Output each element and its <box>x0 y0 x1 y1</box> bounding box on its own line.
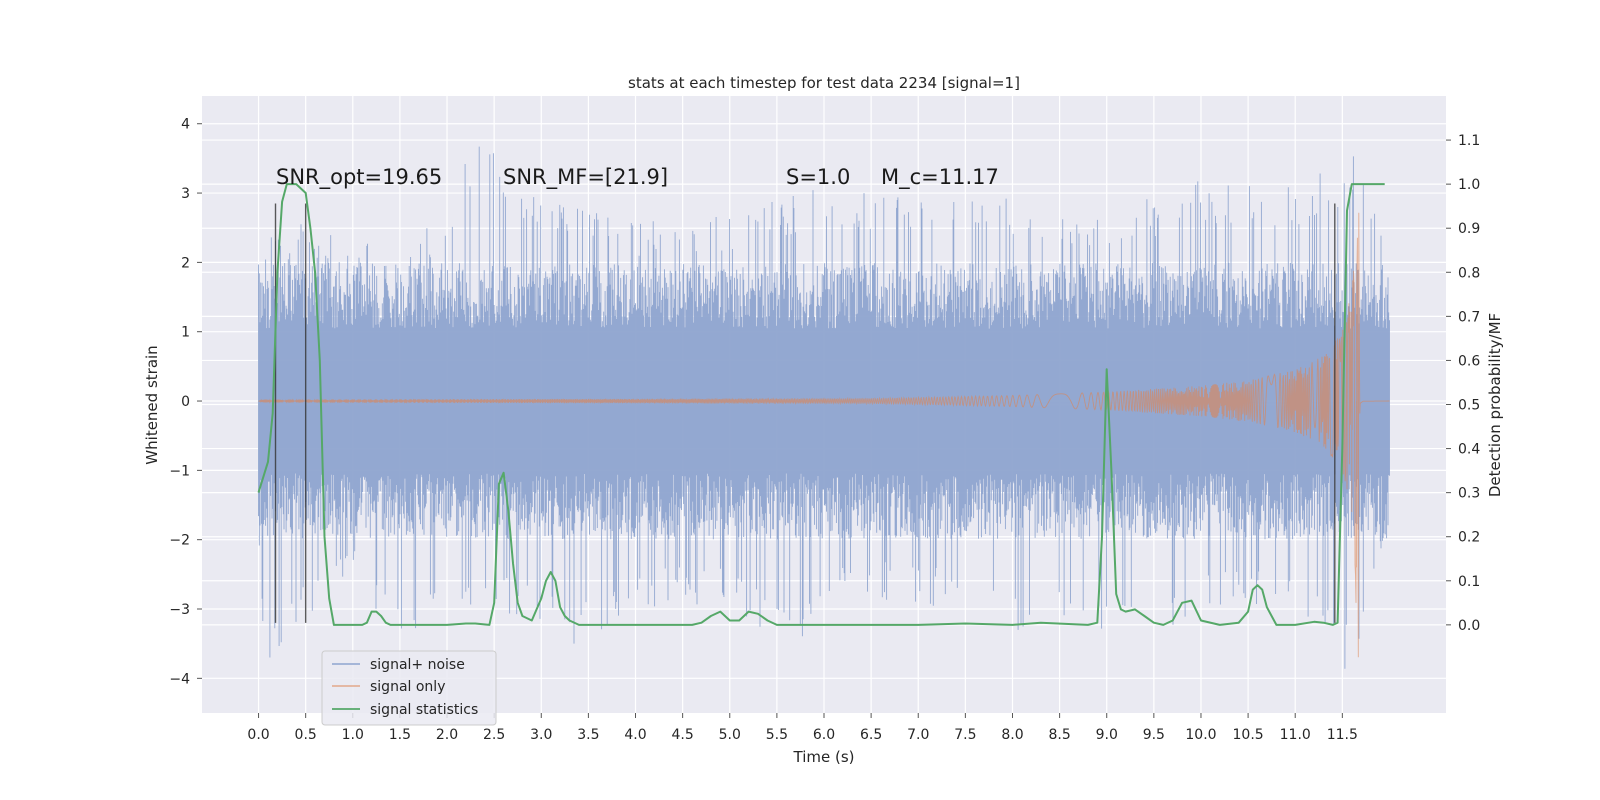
x-axis-label: Time (s) <box>793 748 855 766</box>
y-axis-label-left: Whitened strain <box>143 345 161 464</box>
x-axis-ticks: 0.0 0.5 1.0 1.5 2.0 2.5 3.0 3.5 4.0 4.5 5.0 5.5 6.0 6… <box>247 713 1358 743</box>
y-tick-label-left: −3 <box>169 602 190 618</box>
legend-box <box>321 650 497 726</box>
y-tick-label-right: 0.4 <box>1458 442 1480 458</box>
y-tick-label-left: −1 <box>169 463 190 479</box>
y-tick-label-left: −2 <box>169 533 190 549</box>
y-tick-label-right: 0.3 <box>1458 486 1480 502</box>
y-tick-label-left: −4 <box>169 671 190 687</box>
x-tick-label: 1.5 <box>389 727 411 743</box>
x-tick-label: 1.0 <box>342 727 364 743</box>
y-tick-label-right: 0.6 <box>1458 353 1480 369</box>
annotation-snr-mf: SNR_MF=[21.9] <box>503 165 668 190</box>
annotation-mc: M_c=11.17 <box>881 165 999 190</box>
x-tick-label: 3.5 <box>577 727 599 743</box>
y-axis-ticks-right: 1.1 1.0 0.9 0.8 0.7 0.6 0.5 0.4 0.3 0.2 0.1 0.0 <box>1446 133 1480 634</box>
y-tick-label-right: 1.1 <box>1458 133 1480 149</box>
x-tick-label: 3.0 <box>530 727 552 743</box>
y-tick-label-right: 0.8 <box>1458 265 1480 281</box>
y-tick-label-right: 0.5 <box>1458 398 1480 414</box>
y-tick-label-right: 0.2 <box>1458 530 1480 546</box>
x-tick-label: 8.0 <box>1001 727 1023 743</box>
y-tick-label-right: 1.0 <box>1458 177 1480 193</box>
series-signal-only <box>258 212 1390 658</box>
y-tick-label-left: 2 <box>181 255 190 271</box>
signal-layer <box>258 212 1390 658</box>
x-tick-label: 5.0 <box>719 727 741 743</box>
annotation-s: S=1.0 <box>786 165 850 189</box>
y-tick-label-left: 1 <box>181 325 190 341</box>
x-tick-label: 0.5 <box>295 727 317 743</box>
x-tick-label: 7.5 <box>954 727 976 743</box>
y-tick-label-right: 0.7 <box>1458 309 1480 325</box>
annotation-snr-opt: SNR_opt=19.65 <box>276 165 442 190</box>
x-tick-label: 7.0 <box>907 727 929 743</box>
x-tick-label: 5.5 <box>766 727 788 743</box>
y-axis-ticks-left: 4 3 2 1 0 −1 −2 −3 −4 <box>169 117 202 687</box>
vline-layer <box>274 203 1336 623</box>
series-signal-statistics <box>257 183 1385 626</box>
y-tick-label-left: 0 <box>181 394 190 410</box>
x-tick-label: 11.0 <box>1280 727 1311 743</box>
legend-label-signal-only: signal only <box>370 679 445 695</box>
x-tick-label: 8.5 <box>1048 727 1070 743</box>
x-tick-label: 6.0 <box>813 727 835 743</box>
y-tick-label-left: 4 <box>181 117 190 133</box>
y-tick-label-right: 0.1 <box>1458 574 1480 590</box>
y-tick-label-right: 0.9 <box>1458 221 1480 237</box>
x-tick-label: 11.5 <box>1327 727 1358 743</box>
stat-layer <box>257 183 1385 626</box>
y-tick-label-right: 0.0 <box>1458 618 1480 634</box>
x-tick-label: 0.0 <box>247 727 269 743</box>
x-tick-label: 10.0 <box>1185 727 1216 743</box>
x-tick-label: 4.5 <box>672 727 694 743</box>
x-tick-label: 6.5 <box>860 727 882 743</box>
y-axis-label-right: Detection probability/MF <box>1486 313 1504 497</box>
legend-label-signal-statistics: signal statistics <box>370 702 478 718</box>
legend-label-signal-noise: signal+ noise <box>370 657 465 673</box>
x-tick-label: 2.0 <box>436 727 458 743</box>
x-tick-label: 9.0 <box>1096 727 1118 743</box>
annotations: SNR_opt=19.65 SNR_MF=[21.9] S=1.0 M_c=11… <box>276 165 999 190</box>
x-tick-label: 9.5 <box>1143 727 1165 743</box>
chart-title: stats at each timestep for test data 223… <box>628 74 1020 92</box>
x-tick-label: 2.5 <box>483 727 505 743</box>
x-tick-label: 4.0 <box>624 727 646 743</box>
x-tick-label: 10.5 <box>1233 727 1264 743</box>
legend: signal+ noise signal only signal statist… <box>321 650 497 726</box>
y-tick-label-left: 3 <box>181 186 190 202</box>
